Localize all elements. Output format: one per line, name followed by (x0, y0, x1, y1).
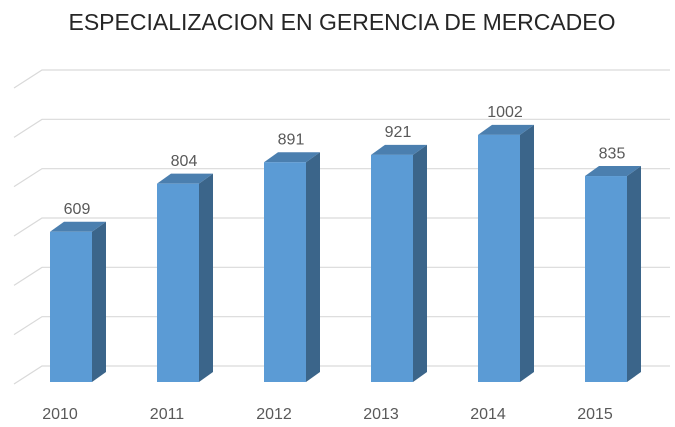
grid-line (13, 217, 670, 237)
bar (371, 144, 427, 382)
value-label: 835 (599, 145, 626, 162)
x-tick-label: 2013 (363, 406, 399, 423)
x-tick-label: 2011 (150, 406, 185, 423)
bar (264, 152, 320, 382)
bar (157, 173, 213, 382)
x-tick-label: 2015 (577, 406, 613, 423)
grid-line (13, 168, 670, 188)
chart-title: ESPECIALIZACION EN GERENCIA DE MERCADEO (68, 9, 615, 35)
bar (50, 221, 106, 382)
x-tick-label: 2014 (470, 406, 506, 423)
grid-line (13, 365, 670, 385)
value-label: 804 (171, 153, 198, 170)
bar (585, 166, 641, 382)
x-tick-label: 2012 (256, 406, 292, 423)
grid-line (13, 69, 670, 89)
value-label: 921 (385, 124, 412, 141)
grid-line (13, 316, 670, 336)
bar (478, 124, 534, 382)
value-label: 1002 (487, 104, 523, 121)
grid-line (13, 266, 670, 286)
grid-line (13, 118, 670, 138)
value-label: 891 (278, 131, 305, 148)
value-label: 609 (64, 201, 91, 218)
x-tick-label: 2010 (42, 406, 78, 423)
